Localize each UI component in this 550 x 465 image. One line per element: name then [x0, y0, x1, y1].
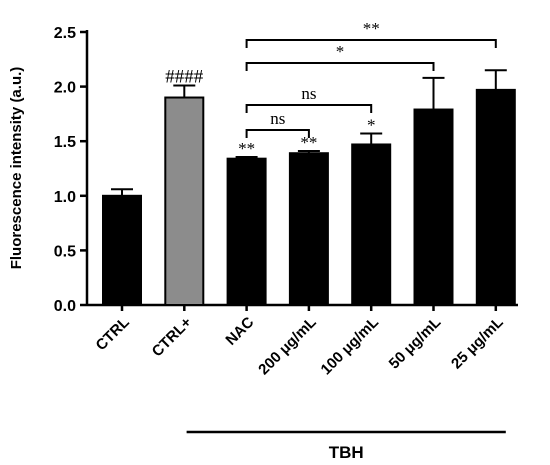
axes: 0.0 0.5 1.0 1.5 2.0 2.5: [54, 25, 518, 315]
bar: [164, 96, 205, 306]
group-annotation: TBH: [186, 430, 506, 462]
y-tick-label: 0.0: [54, 298, 76, 315]
category-label: CTRL: [93, 314, 133, 354]
comparison-label: ns: [301, 84, 316, 103]
group-label: TBH: [329, 443, 364, 462]
category-label: CTRL+: [149, 314, 196, 361]
comparison-bracket: [245, 129, 310, 138]
y-tick-label: 2.5: [54, 25, 76, 42]
bar-significance-marker: *: [367, 116, 376, 135]
bar-significance-marker: ####: [165, 67, 204, 88]
y-tick-label: 2.0: [54, 80, 76, 97]
category-label: 50 μg/mL: [386, 314, 445, 373]
comparison-bracket: [245, 39, 497, 48]
comparison-label: **: [363, 19, 380, 38]
bar: [226, 157, 267, 306]
y-tick-label: 1.5: [54, 134, 76, 151]
comparison-bracket: [245, 104, 373, 113]
comparison-bracket: [245, 62, 435, 71]
category-label: NAC: [222, 314, 257, 349]
error-bars: [111, 69, 507, 196]
comparison-label: ns: [270, 109, 285, 128]
bar: [102, 194, 142, 306]
bar: [413, 108, 454, 306]
bar-significance-marker: **: [300, 133, 317, 152]
bar: [351, 143, 392, 306]
y-axis-title: Fluorescence intensity (a.u.): [8, 67, 25, 270]
bar-significance-marker: **: [238, 139, 255, 158]
category-label: 200 μg/mL: [255, 314, 319, 378]
bar: [288, 152, 329, 306]
category-label: 25 μg/mL: [448, 314, 507, 373]
bar-markers: ####** ***: [165, 67, 375, 159]
y-tick-label: 0.5: [54, 243, 76, 260]
bars: [102, 88, 516, 306]
bar: [475, 88, 516, 306]
category-label: 100 μg/mL: [318, 314, 382, 378]
y-tick-label: 1.0: [54, 189, 76, 206]
comparison-label: *: [336, 42, 345, 61]
